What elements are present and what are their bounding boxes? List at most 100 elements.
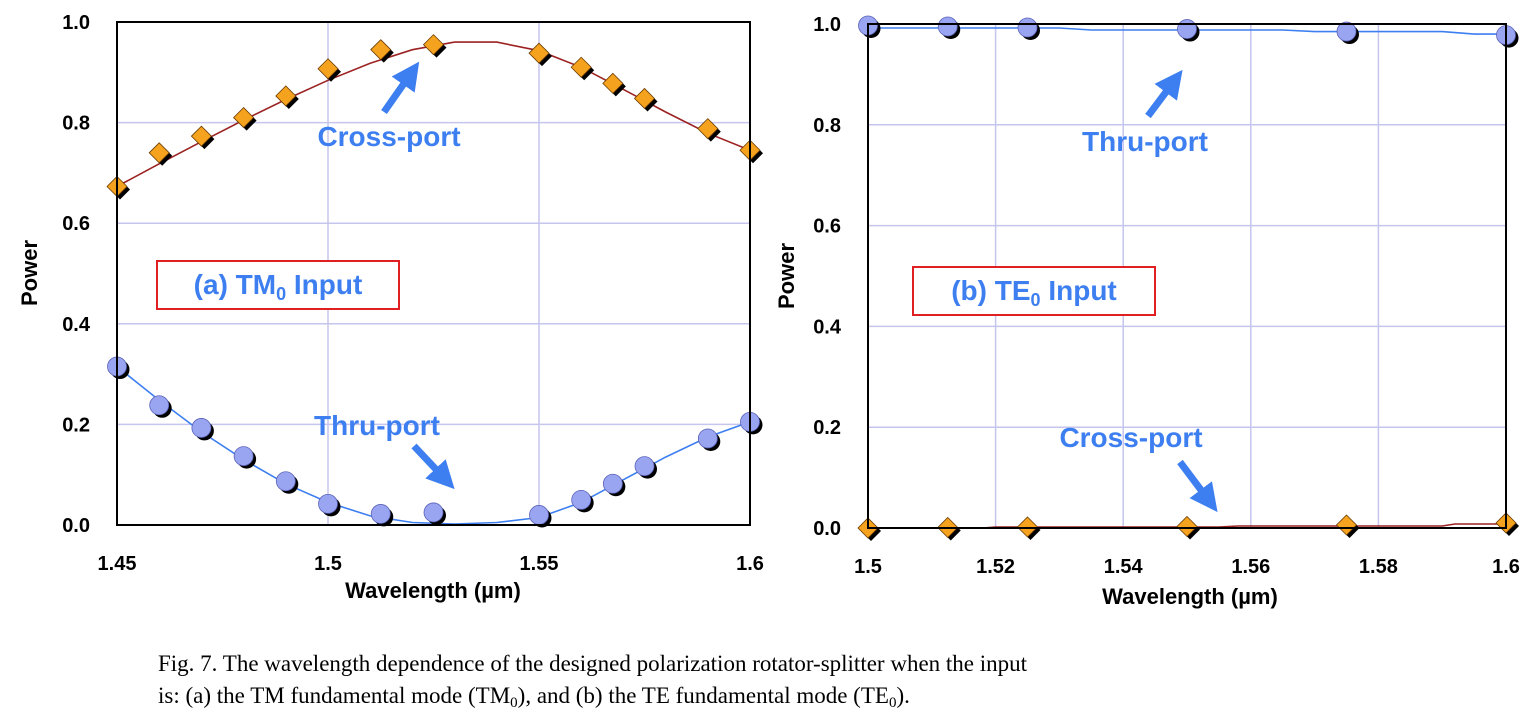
data-point-cross-port-a-10 [602,72,626,97]
data-point-cross-port-a-12 [697,118,721,142]
data-point-thru-port-b-1 [937,16,961,40]
data-point-cross-port-b-4 [1335,514,1360,538]
data-point-cross-port-a-4 [275,85,299,109]
markers-a [106,34,763,528]
data-point-thru-port-a-7 [423,502,446,525]
annotation-cross-port-b: Cross-port [1059,422,1218,513]
series-line-thru-port-b [868,27,1506,35]
x-ticks-b: 1.5 1.52 1.54 1.56 1.58 1.6 [854,556,1520,578]
x-tick-label-a-0: 1.45 [98,553,137,575]
x-tick-label-b-5: 1.6 [1492,556,1520,578]
data-point-thru-port-a-13 [740,411,763,435]
data-point-cross-port-a-2 [190,125,215,150]
y-tick-label-b-2: 0.4 [813,316,842,338]
annotation-cross-port-a-label: Cross-port [317,121,460,152]
chart-panel-a: 1.45 1.5 1.55 1.6 0.0 0.2 0.4 0.6 0.8 1.0 Wavele… [17,12,764,603]
annotation-cross-port-b-label: Cross-port [1059,422,1202,453]
annotation-cross-port-b-arrow [1177,459,1218,513]
data-point-cross-port-b-0 [857,517,881,541]
data-point-thru-port-a-10 [602,473,626,497]
inset-label-box-b [912,266,1156,316]
caption-line-1: Fig. 7. The wavelength dependence of the… [158,651,1028,676]
y-tick-label-a-4: 0.8 [62,113,90,135]
gridlines-a [117,22,750,525]
data-point-thru-port-b-3 [1177,19,1200,42]
series-line-thru-port-a [116,365,751,525]
y-tick-label-a-0: 0.0 [62,515,90,537]
plot-frame-a [116,21,751,526]
data-point-cross-port-a-5 [317,58,341,82]
data-point-cross-port-a-0 [106,175,130,200]
data-point-thru-port-a-2 [191,418,214,441]
x-tick-label-a-2: 1.55 [520,553,559,575]
y-tick-label-b-5: 1.0 [813,14,841,36]
data-point-cross-port-b-5 [1495,512,1519,536]
data-point-thru-port-a-9 [571,489,594,513]
data-point-thru-port-a-6 [370,504,394,527]
annotation-thru-port-a-label: Thru-port [314,410,440,441]
series-line-cross-port-a [116,41,751,188]
chart-panel-b: 1.5 1.52 1.54 1.56 1.58 1.6 0.0 0.2 0.4 0.6 0.8 1.… [774,14,1520,609]
y-tick-label-b-0: 0.0 [813,518,841,540]
x-ticks-a: 1.45 1.5 1.55 1.6 [98,553,764,575]
y-ticks-b: 0.0 0.2 0.4 0.6 0.8 1.0 [813,14,842,540]
y-tick-label-a-5: 1.0 [62,12,90,34]
y-axis-title-b: Power [774,243,799,309]
data-point-cross-port-b-3 [1176,515,1200,540]
annotation-thru-port-b: Thru-port [1082,69,1208,157]
data-point-thru-port-a-1 [149,395,172,418]
data-point-cross-port-a-9 [570,56,595,81]
y-tick-label-b-1: 0.2 [813,417,841,439]
annotation-thru-port-b-arrow [1145,69,1183,119]
y-tick-label-b-4: 0.8 [813,115,841,137]
caption-line-2-c: ). [896,683,910,708]
data-point-thru-port-b-2 [1017,17,1040,41]
data-point-cross-port-a-7 [422,34,447,58]
y-tick-label-b-3: 0.6 [813,216,841,238]
figure-caption: Fig. 7. The wavelength dependence of the… [158,648,1458,719]
x-tick-label-b-1: 1.52 [976,556,1015,578]
x-tick-label-a-1: 1.5 [314,553,342,575]
annotation-thru-port-a: Thru-port [314,410,455,490]
data-point-cross-port-b-2 [1016,516,1041,540]
y-ticks-a: 0.0 0.2 0.4 0.6 0.8 1.0 [62,12,91,537]
x-axis-title-a: Wavelength (µm) [345,578,521,603]
data-point-cross-port-a-1 [148,142,173,166]
x-tick-label-a-3: 1.6 [736,553,764,575]
data-point-cross-port-a-11 [633,87,658,112]
data-point-thru-port-a-8 [529,505,552,528]
data-point-thru-port-a-5 [318,493,341,517]
data-point-thru-port-a-3 [233,446,257,469]
data-point-thru-port-a-12 [697,428,721,451]
x-tick-label-b-2: 1.54 [1104,556,1144,578]
inset-label-a: (a) TM0 Input [156,260,400,310]
x-tick-label-b-0: 1.5 [854,556,882,578]
caption-sub-2: 0 [888,695,897,711]
data-point-thru-port-a-11 [634,456,657,479]
data-point-cross-port-a-3 [233,107,257,131]
data-point-thru-port-a-4 [275,471,299,494]
y-tick-label-a-1: 0.2 [62,414,90,436]
y-tick-label-a-2: 0.4 [62,314,91,336]
data-point-cross-port-a-13 [739,139,763,164]
annotation-thru-port-a-arrow [411,443,455,490]
inset-label-box-a [156,260,400,310]
annotation-cross-port-a: Cross-port [317,61,461,152]
y-tick-label-a-3: 0.6 [62,213,90,235]
data-point-cross-port-a-8 [528,42,552,67]
x-tick-label-b-3: 1.56 [1231,556,1270,578]
data-point-thru-port-b-4 [1336,21,1359,45]
caption-line-2: is: (a) the TM fundamental mode (TM0), a… [158,680,1458,719]
inset-label-b: (b) TE0 Input [912,266,1156,316]
annotation-thru-port-b-label: Thru-port [1082,126,1208,157]
data-point-thru-port-a-0 [107,356,130,380]
x-tick-label-b-4: 1.58 [1359,556,1398,578]
caption-line-2-b: ), and (b) the TE fundamental mode (TE [517,683,889,708]
inset-label-text-b: (b) TE0 Input [951,275,1117,310]
data-point-cross-port-b-1 [937,516,961,541]
x-axis-title-b: Wavelength (µm) [1102,584,1278,609]
caption-sub-1: 0 [510,695,518,711]
caption-line-2-a: is: (a) the TM fundamental mode (TM [158,683,511,708]
y-axis-title-a: Power [17,240,42,306]
figure: 1.45 1.5 1.55 1.6 0.0 0.2 0.4 0.6 0.8 1.0 Wavele… [17,12,1520,609]
